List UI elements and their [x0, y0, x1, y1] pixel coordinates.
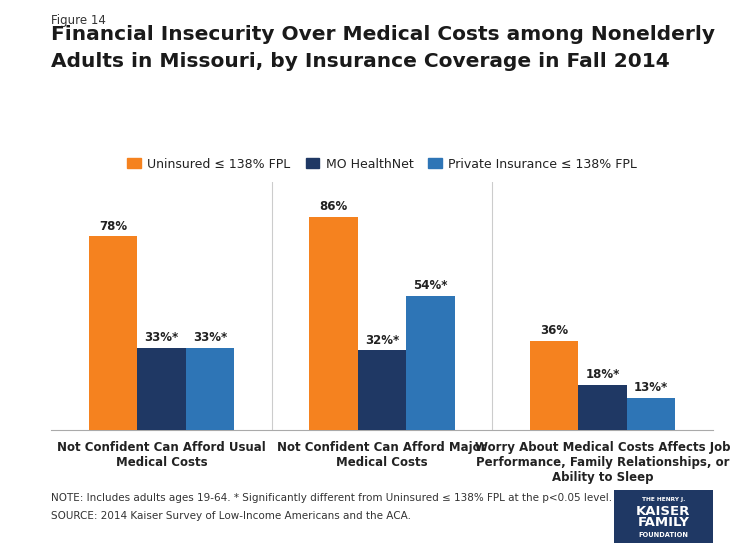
Text: 33%*: 33%* [193, 331, 227, 344]
Text: 33%*: 33%* [145, 331, 179, 344]
Text: Financial Insecurity Over Medical Costs among Nonelderly: Financial Insecurity Over Medical Costs … [51, 25, 715, 44]
Legend: Uninsured ≤ 138% FPL, MO HealthNet, Private Insurance ≤ 138% FPL: Uninsured ≤ 138% FPL, MO HealthNet, Priv… [127, 158, 637, 171]
Text: 32%*: 32%* [365, 334, 399, 347]
Bar [186, 348, 234, 430]
Text: SOURCE: 2014 Kaiser Survey of Low-Income Americans and the ACA.: SOURCE: 2014 Kaiser Survey of Low-Income… [51, 511, 412, 521]
Text: Adults in Missouri, by Insurance Coverage in Fall 2014: Adults in Missouri, by Insurance Coverag… [51, 52, 670, 71]
Text: THE HENRY J.: THE HENRY J. [642, 498, 685, 503]
Bar [309, 217, 358, 430]
Text: 86%: 86% [320, 200, 348, 213]
Bar [358, 350, 406, 430]
Bar [137, 348, 186, 430]
Text: 13%*: 13%* [634, 381, 668, 394]
Bar [627, 398, 675, 430]
Bar [89, 236, 137, 430]
Text: 78%: 78% [99, 220, 127, 233]
Bar [530, 341, 578, 430]
Text: 18%*: 18%* [586, 369, 620, 381]
Text: FAMILY: FAMILY [637, 516, 689, 530]
Text: KAISER: KAISER [637, 505, 690, 518]
Text: 36%: 36% [540, 324, 568, 337]
Bar [578, 385, 627, 430]
Bar [406, 296, 455, 430]
Text: FOUNDATION: FOUNDATION [638, 532, 689, 538]
Text: 54%*: 54%* [414, 279, 448, 292]
Text: Figure 14: Figure 14 [51, 14, 107, 27]
Text: NOTE: Includes adults ages 19-64. * Significantly different from Uninsured ≤ 138: NOTE: Includes adults ages 19-64. * Sign… [51, 493, 612, 503]
